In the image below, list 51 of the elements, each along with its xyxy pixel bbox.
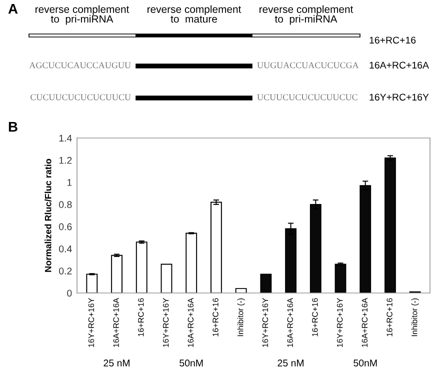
y-tick-label: 1 <box>67 179 72 186</box>
x-tick-label: 16Y+RC+16Y <box>88 298 94 347</box>
text: UCUUCUCUCUCUUCUC <box>257 94 358 100</box>
x-tick-label: 16A+RC+16A <box>188 298 194 347</box>
chart-title: B <box>8 122 18 132</box>
text: reverse complement to mature <box>148 5 242 23</box>
text: 25 nM <box>104 360 130 366</box>
bar <box>260 274 272 293</box>
text: reverse complement to pri-miRNA <box>36 5 130 25</box>
bar <box>334 264 346 293</box>
bar <box>310 204 322 293</box>
x-tick-label: 16+RC+16 <box>212 298 218 336</box>
x-tick-label: 16A+RC+16A <box>287 298 293 347</box>
x-tick-label: 16Y+RC+16Y <box>336 298 343 347</box>
x-tick-label: 16A+RC+16A <box>113 298 119 347</box>
text: 16Y+RC+16Y <box>370 94 429 101</box>
x-tick-label: Inhibitor (-) <box>411 298 419 336</box>
bar <box>235 288 247 293</box>
bar <box>384 157 396 293</box>
y-tick-label: 0.6 <box>59 223 72 230</box>
text: AGCUCUCAUCCAUGUU <box>29 62 131 68</box>
x-tick-label: 16Y+RC+16Y <box>262 298 268 347</box>
text: 25 nM <box>278 360 304 366</box>
bar <box>210 202 222 293</box>
x-tick-label: 16+RC+16 <box>386 298 392 336</box>
y-tick-label: 0.8 <box>59 201 72 208</box>
text: reverse complement to pri-miRNA <box>260 5 354 25</box>
text: CUCUUCUCUCUCUUCU <box>30 94 131 100</box>
text: 50nM <box>354 360 377 366</box>
y-tick-label: 1.2 <box>59 156 72 164</box>
y-axis-title: Normalized Rluc/Fluc ratio <box>44 158 52 272</box>
bar <box>360 185 372 293</box>
y-tick-label: 0.2 <box>59 268 72 274</box>
text: A <box>8 4 18 14</box>
text: 16+RC+16 <box>370 36 416 44</box>
x-tick-label: 16+RC+16 <box>138 298 144 336</box>
x-tick-label: Inhibitor (-) <box>237 298 245 336</box>
y-tick-label: 0.4 <box>59 245 72 252</box>
text: 50nM <box>180 360 203 366</box>
y-tick-label: 1.4 <box>59 134 72 142</box>
bar <box>111 254 122 293</box>
bar <box>86 274 98 293</box>
text: UUGUACCUACUCUCGA <box>257 62 359 68</box>
x-tick-label: 16+RC+16 <box>312 298 318 336</box>
bar <box>160 264 172 293</box>
x-tick-label: 16A+RC+16A <box>362 298 368 347</box>
y-tick-label: 0 <box>67 290 72 297</box>
x-tick-label: 16Y+RC+16Y <box>162 298 169 347</box>
bar <box>186 232 198 293</box>
text: 16A+RC+16A <box>370 62 429 69</box>
bar <box>136 242 148 293</box>
